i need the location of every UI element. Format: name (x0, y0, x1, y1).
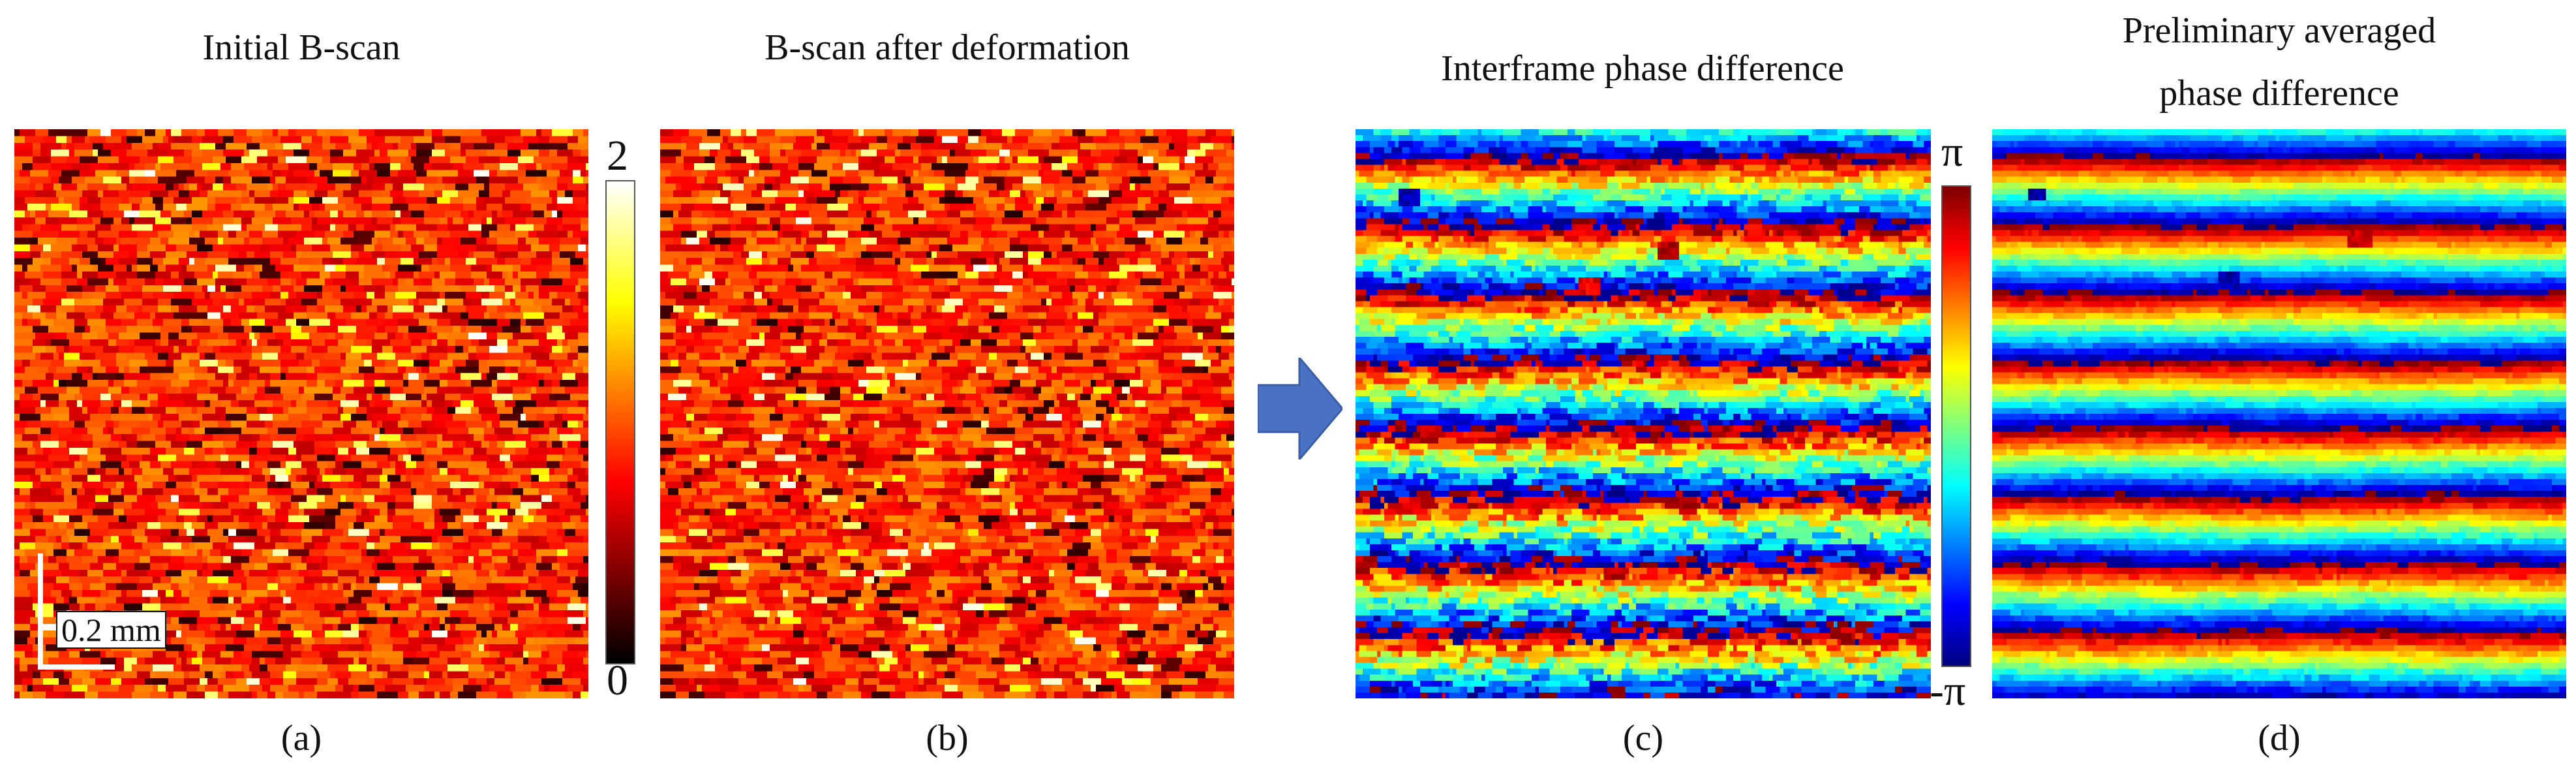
hot-colorbar-min-label: 0 (607, 657, 628, 704)
panel-b-caption: (b) (926, 718, 969, 758)
scale-bar-vertical (38, 553, 43, 670)
panel-d-caption: (d) (2258, 718, 2301, 758)
panel-d-title-line1: Preliminary averaged (2122, 10, 2436, 51)
deformed-bscan-image (660, 129, 1234, 698)
panel-c-title: Interframe phase difference (1441, 48, 1844, 89)
initial-bscan-image (14, 129, 588, 698)
panel-b-title: B-scan after deformation (765, 27, 1130, 68)
interframe-phase-difference-image (1356, 129, 1931, 698)
averaged-phase-difference-image (1992, 129, 2566, 698)
hot-colorbar-max-label: 2 (607, 132, 628, 179)
scale-bar-label: 0.2 mm (56, 611, 166, 649)
scale-bar-horizontal (38, 664, 115, 670)
panel-a-caption: (a) (280, 718, 322, 758)
hot-colorbar (605, 180, 635, 664)
jet-colorbar (1941, 185, 1971, 667)
jet-colorbar-max-label: π (1941, 128, 1963, 176)
right-arrow-icon (1258, 358, 1342, 459)
panel-d-title-line2: phase difference (2159, 73, 2399, 114)
jet-colorbar-min-label: -π (1930, 667, 1966, 715)
panel-c-caption: (c) (1622, 718, 1664, 758)
panel-a-title: Initial B-scan (202, 27, 401, 68)
